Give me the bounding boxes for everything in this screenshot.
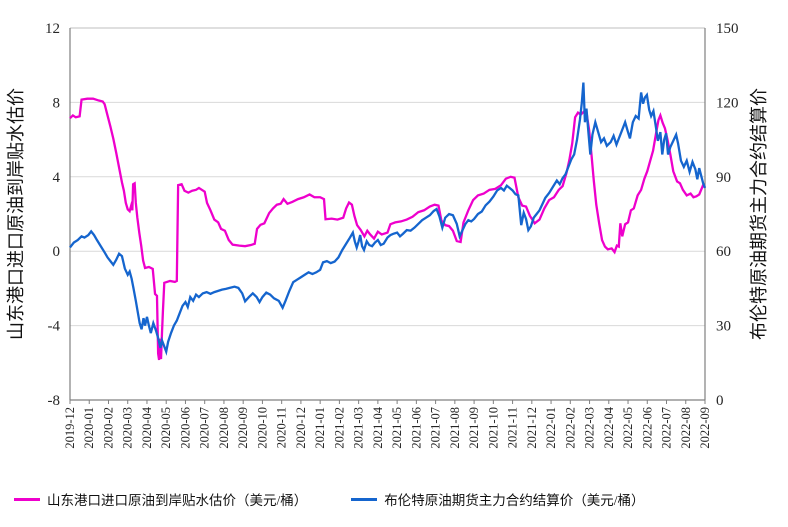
x-tick-label: 2021-08	[448, 407, 462, 449]
x-tick-label: 2022-04	[602, 406, 616, 448]
x-tick-label: 2020-11	[275, 407, 289, 448]
left-axis-tick-label: 8	[53, 95, 61, 111]
x-tick-label: 2021-06	[409, 407, 423, 449]
x-tick-label: 2022-05	[621, 407, 635, 449]
x-tick-label: 2022-03	[583, 407, 597, 449]
x-tick-label: 2020-05	[159, 407, 173, 449]
legend-entry-brent-settlement: 布伦特原油期货主力合约结算价（美元/桶）	[351, 489, 645, 509]
left-axis-tick-label: 4	[53, 170, 61, 186]
x-tick-label: 2021-07	[429, 407, 443, 449]
magenta-line-swatch	[14, 497, 40, 501]
x-tick-label: 2022-09	[698, 407, 712, 449]
legend-entry-shandong-discount: 山东港口进口原油到岸贴水估价（美元/桶）	[14, 489, 307, 509]
x-tick-label: 2020-07	[198, 407, 212, 449]
x-tick-label: 2019-12	[63, 407, 77, 449]
x-tick-label: 2020-06	[178, 407, 192, 449]
legend-label-shandong-discount: 山东港口进口原油到岸贴水估价（美元/桶）	[47, 493, 308, 508]
x-tick-label: 2022-02	[563, 407, 577, 449]
x-tick-label: 2021-03	[352, 407, 366, 449]
x-tick-label: 2020-03	[121, 407, 135, 449]
x-tick-label: 2021-09	[467, 407, 481, 449]
x-tick-label: 2021-05	[390, 407, 404, 449]
x-tick-label: 2020-10	[255, 407, 269, 449]
left-axis-tick-label: 0	[53, 244, 61, 260]
x-tick-label: 2020-12	[294, 407, 308, 449]
right-axis-tick-label: 30	[716, 319, 731, 335]
left-axis-title: 山东港口进口原油到岸贴水估价	[6, 88, 26, 340]
x-tick-label: 2020-08	[217, 407, 231, 449]
x-tick-label: 2021-04	[371, 406, 385, 448]
x-tick-label: 2022-01	[544, 407, 558, 449]
left-axis-tick-label: -4	[48, 319, 61, 335]
x-tick-label: 2020-02	[101, 407, 115, 449]
right-axis-title: 布伦特原油期货主力合约结算价	[749, 88, 769, 340]
x-tick-label: 2021-02	[332, 407, 346, 449]
x-tick-label: 2021-10	[486, 407, 500, 449]
x-tick-label: 2022-08	[679, 407, 693, 449]
right-axis-tick-label: 60	[716, 244, 731, 260]
x-tick-label: 2022-06	[640, 407, 654, 449]
blue-line-swatch	[351, 497, 378, 501]
right-axis-tick-label: 90	[716, 170, 731, 186]
left-axis-tick-label: -8	[48, 393, 61, 409]
x-tick-label: 2021-11	[506, 407, 520, 448]
x-tick-label: 2020-09	[236, 407, 250, 449]
left-axis-tick-label: 12	[45, 21, 60, 37]
x-tick-label: 2021-01	[313, 407, 327, 449]
brent-settlement-series-line	[69, 82, 707, 356]
x-tick-label: 2020-04	[140, 406, 154, 448]
x-tick-label: 2022-07	[660, 407, 674, 449]
right-axis-tick-label: 150	[716, 21, 739, 37]
right-axis-tick-label: 120	[716, 95, 739, 111]
legend: 山东港口进口原油到岸贴水估价（美元/桶） 布伦特原油期货主力合约结算价（美元/桶…	[14, 489, 689, 509]
shandong-discount-series-line	[69, 97, 706, 361]
legend-label-brent-settlement: 布伦特原油期货主力合约结算价（美元/桶）	[384, 493, 645, 508]
x-tick-label: 2021-12	[525, 407, 539, 449]
right-axis-tick-label: 0	[716, 393, 724, 409]
x-tick-label: 2020-01	[82, 407, 96, 449]
